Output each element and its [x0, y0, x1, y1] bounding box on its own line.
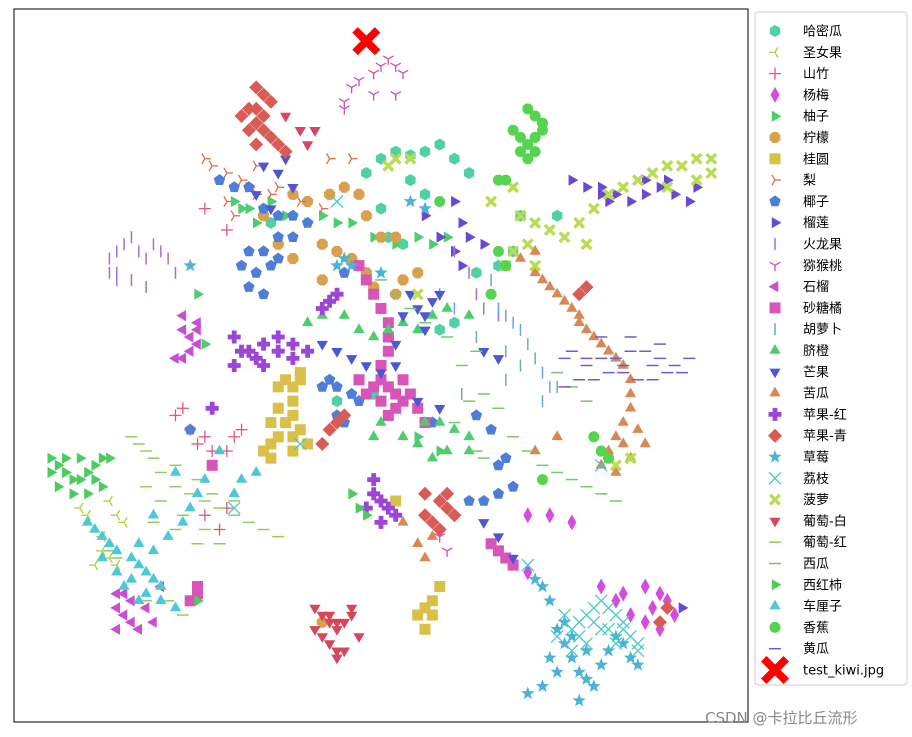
point-6-24: [390, 495, 401, 506]
legend-marker-13: [770, 302, 781, 313]
legend-label-22: 菠萝: [803, 493, 829, 508]
point-28-5: [522, 103, 533, 114]
point-13-5: [383, 331, 394, 342]
point-6-2: [287, 396, 298, 407]
point-13-16: [353, 374, 364, 385]
point-13-18: [398, 374, 409, 385]
point-5-17: [317, 274, 328, 285]
point-13-7: [376, 360, 387, 371]
legend-label-4: 柚子: [803, 110, 829, 125]
point-5-4: [353, 189, 364, 200]
legend-label-25: 西瓜: [803, 557, 829, 572]
point-28-17: [537, 474, 548, 485]
legend-label-30: test_kiwi.jpg: [803, 664, 884, 679]
legend-label-0: 哈密瓜: [803, 24, 842, 40]
point-28-14: [500, 260, 511, 271]
point-13-14: [376, 396, 387, 407]
point-6-1: [287, 410, 298, 421]
point-28-20: [603, 453, 614, 464]
watermark: CSDN @卡拉比丘流形: [705, 709, 858, 727]
point-28-18: [588, 431, 599, 442]
legend-label-12: 石榴: [803, 280, 829, 295]
legend-label-15: 脐橙: [803, 344, 829, 359]
point-28-12: [500, 175, 511, 186]
legend-label-29: 黄瓜: [803, 642, 829, 657]
point-5-9: [331, 246, 342, 257]
legend-label-28: 香蕉: [803, 621, 829, 636]
point-6-6: [273, 381, 284, 392]
legend-label-2: 山竹: [803, 67, 829, 82]
point-28-15: [486, 289, 497, 300]
point-5-5: [361, 210, 372, 221]
point-6-11: [295, 424, 306, 435]
legend-label-16: 芒果: [803, 364, 829, 380]
point-13-1: [361, 274, 372, 285]
legend-label-6: 桂圆: [803, 152, 829, 167]
point-13-28: [207, 460, 218, 471]
point-5-3: [339, 182, 350, 193]
legend-label-19: 苹果-青: [803, 429, 847, 444]
point-28-13: [493, 246, 504, 257]
point-13-3: [376, 303, 387, 314]
point-5-15: [398, 274, 409, 285]
legend-label-13: 砂糖橘: [803, 300, 842, 316]
point-28-6: [537, 118, 548, 129]
legend-label-23: 葡萄-白: [803, 513, 847, 529]
point-13-13: [383, 410, 394, 421]
point-13-19: [405, 389, 416, 400]
legend-label-26: 西红柿: [803, 577, 842, 593]
point-28-8: [522, 153, 533, 164]
legend-label-11: 猕猴桃: [803, 259, 842, 274]
point-6-23: [265, 438, 276, 449]
point-13-2: [368, 289, 379, 300]
legend-label-9: 榴莲: [803, 216, 829, 231]
legend-marker-6: [770, 153, 781, 164]
legend-label-17: 苦瓜: [803, 386, 829, 402]
point-13-17: [368, 381, 379, 392]
legend-label-10: 火龙果: [803, 238, 842, 253]
legend-marker-5: [770, 132, 781, 143]
legend-label-1: 圣女果: [803, 45, 842, 61]
legend-label-21: 荔枝: [803, 472, 829, 487]
point-6-7: [273, 403, 284, 414]
point-6-18: [427, 595, 438, 606]
legend-label-3: 杨梅: [803, 88, 829, 103]
point-13-29: [192, 581, 203, 592]
point-28-10: [515, 132, 526, 143]
point-5-7: [390, 232, 401, 243]
legend-label-7: 梨: [803, 174, 816, 189]
legend-label-24: 葡萄-红: [803, 535, 847, 551]
point-13-6: [383, 346, 394, 357]
legend-label-27: 车厘子: [803, 599, 842, 615]
point-13-27: [185, 595, 196, 606]
legend-label-5: 柠檬: [803, 131, 829, 146]
point-5-8: [317, 239, 328, 250]
point-5-16: [412, 267, 423, 278]
point-6-8: [265, 417, 276, 428]
point-6-19: [434, 581, 445, 592]
legend-label-14: 胡萝卜: [803, 323, 842, 338]
point-6-22: [295, 367, 306, 378]
point-6-21: [420, 624, 431, 635]
point-28-16: [434, 196, 445, 207]
legend-label-20: 草莓: [803, 451, 829, 466]
point-5-6: [376, 232, 387, 243]
legend-label-18: 苹果-红: [803, 407, 847, 423]
point-5-18: [287, 253, 298, 264]
legend-marker-28: [770, 622, 781, 633]
point-6-20: [427, 610, 438, 621]
legend-label-8: 椰子: [803, 195, 829, 210]
